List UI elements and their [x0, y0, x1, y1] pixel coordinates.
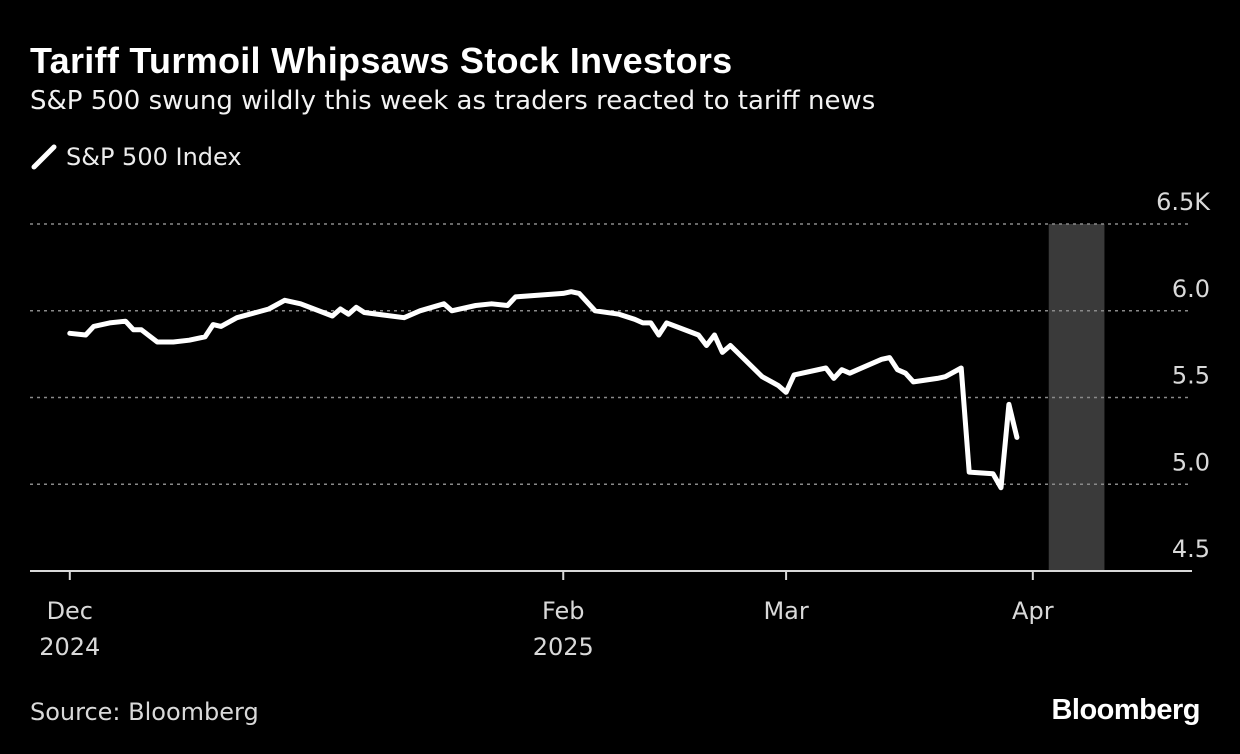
x-tick-label: Feb: [542, 597, 585, 625]
legend-line-icon: [31, 144, 57, 170]
x-tick-label: Dec: [47, 597, 93, 625]
chart-subtitle: S&P 500 swung wildly this week as trader…: [30, 86, 876, 116]
x-tick-label: Apr: [1012, 597, 1054, 625]
x-tick-sublabel: 2024: [39, 633, 100, 661]
series-layer: [67, 289, 1020, 491]
chart-legend: S&P 500 Index: [30, 143, 242, 171]
x-axis: Dec 2024 Feb 2025 Mar Apr: [30, 570, 1192, 661]
gridlines: [30, 223, 1192, 485]
y-tick-label: 6.5K: [1156, 188, 1211, 216]
y-tick-label: 5.0: [1172, 448, 1210, 476]
chart-title: Tariff Turmoil Whipsaws Stock Investors: [30, 40, 733, 81]
source-note: Source: Bloomberg: [30, 698, 259, 726]
y-tick-label: 5.5: [1172, 362, 1210, 390]
legend-label: S&P 500 Index: [66, 143, 242, 171]
bloomberg-logo: Bloomberg: [1051, 694, 1200, 726]
series-line-sp500: [67, 289, 1020, 491]
x-tick-label: Mar: [763, 597, 808, 625]
x-tick-sublabel: 2025: [533, 633, 594, 661]
y-tick-label: 4.5: [1172, 535, 1210, 563]
y-tick-label: 6.0: [1172, 275, 1210, 303]
y-axis-ticks: 4.5 5.0 5.5 6.0 6.5K: [1156, 188, 1211, 563]
